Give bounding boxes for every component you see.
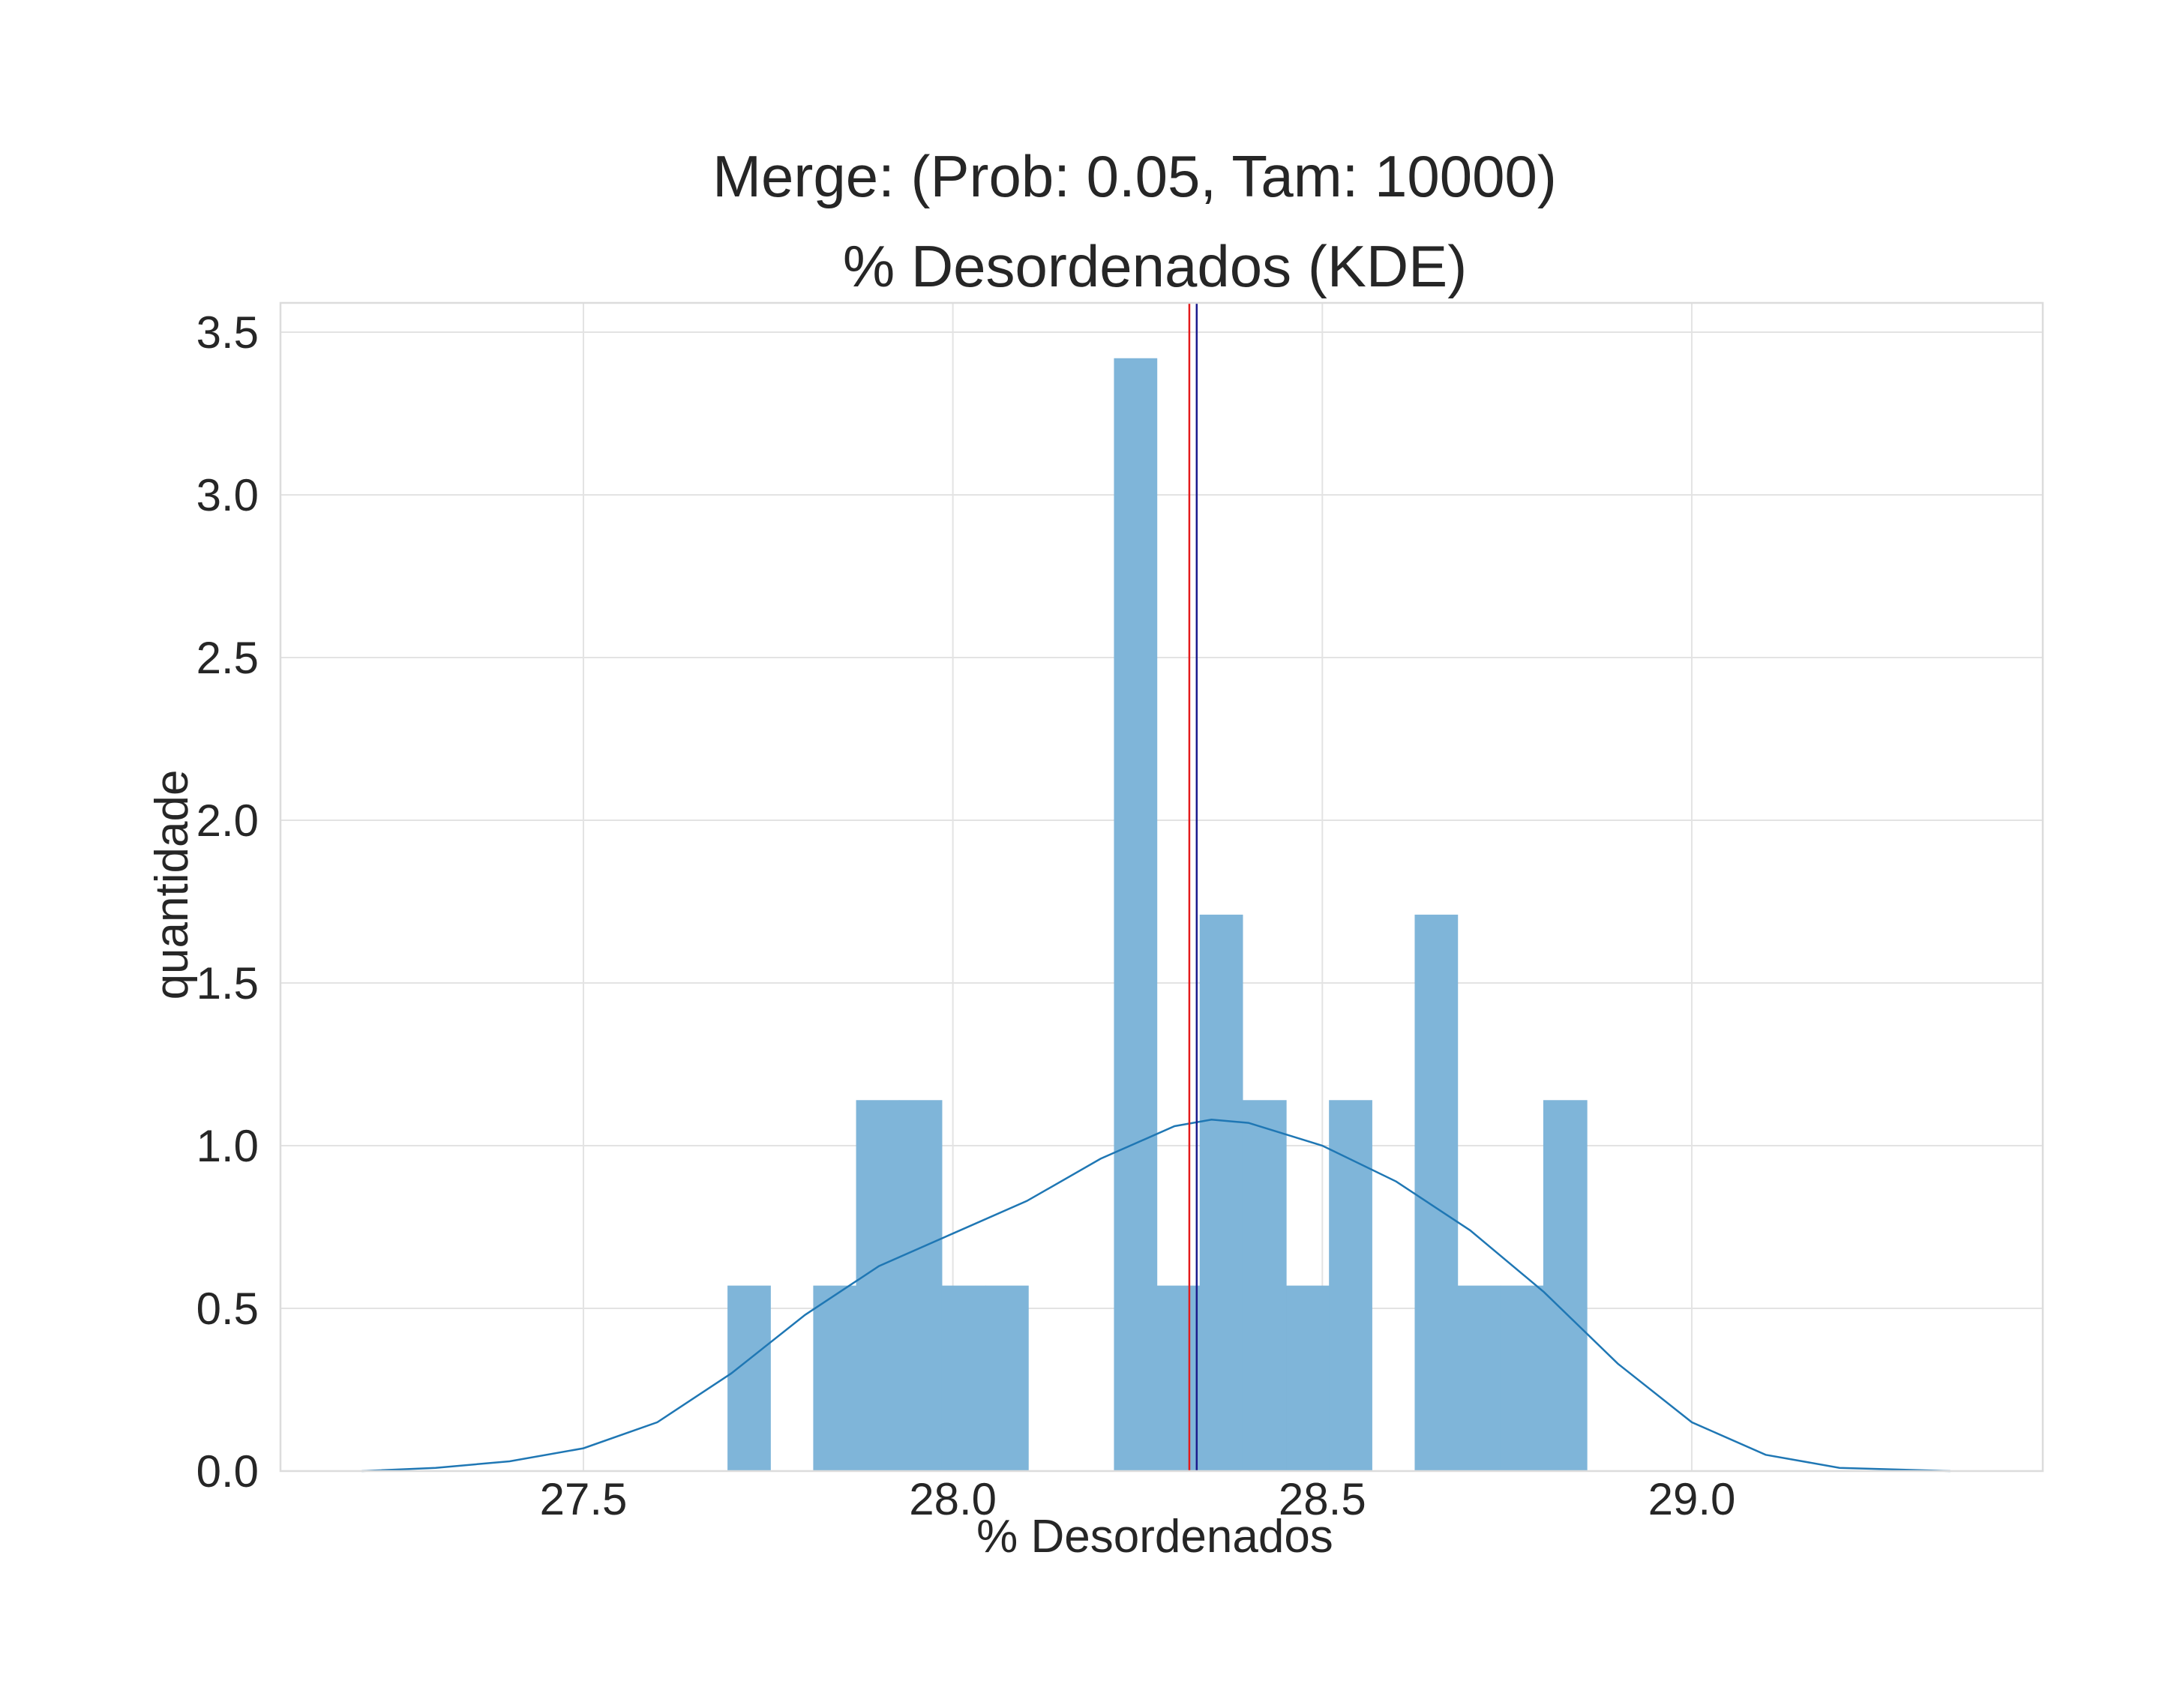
- x-tick-label-1: 28.0: [909, 1474, 997, 1524]
- y-axis-label: quantidade: [146, 770, 198, 1000]
- y-axis-ticks: 0.0 0.5 1.0 1.5 2.0 2.5 3.0 3.5: [196, 307, 259, 1497]
- histogram-bar-4: [941, 1285, 986, 1471]
- histogram-bar-12: [1414, 914, 1459, 1471]
- histogram-bar-9: [1242, 1100, 1287, 1471]
- histogram-bar-14: [1500, 1285, 1544, 1471]
- plot-frame: [279, 301, 2044, 1473]
- x-tick-label-0: 27.5: [540, 1474, 628, 1524]
- grid: [280, 303, 2043, 1472]
- y-tick-label-6: 3.0: [196, 470, 259, 520]
- histogram-bar-2: [856, 1100, 900, 1471]
- mean-lines: [1188, 303, 1198, 1471]
- histogram-bar-10: [1286, 1285, 1330, 1471]
- histogram-bar-11: [1329, 1100, 1372, 1471]
- histogram-bar-15: [1543, 1100, 1588, 1471]
- y-tick-label-2: 1.0: [196, 1121, 259, 1171]
- x-axis-ticks: 27.5 28.0 28.5 29.0: [540, 1474, 1736, 1524]
- x-axis-label: % Desordenados: [976, 1511, 1333, 1563]
- y-tick-label-3: 1.5: [196, 958, 259, 1008]
- y-tick-label-1: 0.5: [196, 1284, 259, 1334]
- x-tick-label-2: 28.5: [1279, 1474, 1366, 1524]
- histogram-bar-7: [1156, 1285, 1201, 1471]
- y-tick-label-4: 2.0: [196, 796, 259, 846]
- y-tick-label-5: 2.5: [196, 633, 259, 683]
- chart-title: Merge: (Prob: 0.05, Tam: 10000): [712, 143, 1557, 209]
- kde-line: [361, 1119, 1951, 1473]
- histogram-bar-0: [727, 1285, 771, 1471]
- y-tick-label-0: 0.0: [196, 1446, 259, 1497]
- histogram-bar-3: [898, 1100, 943, 1471]
- histogram-bar-5: [985, 1285, 1029, 1471]
- histogram-bar-6: [1114, 358, 1158, 1472]
- histogram-bar-13: [1457, 1285, 1501, 1471]
- chart-subtitle: % Desordenados (KDE): [843, 233, 1467, 299]
- x-tick-label-3: 29.0: [1648, 1474, 1736, 1524]
- histogram-bars: [727, 358, 1588, 1472]
- histogram-bar-1: [813, 1285, 857, 1471]
- y-tick-label-7: 3.5: [196, 307, 259, 358]
- histogram-bar-8: [1199, 914, 1243, 1471]
